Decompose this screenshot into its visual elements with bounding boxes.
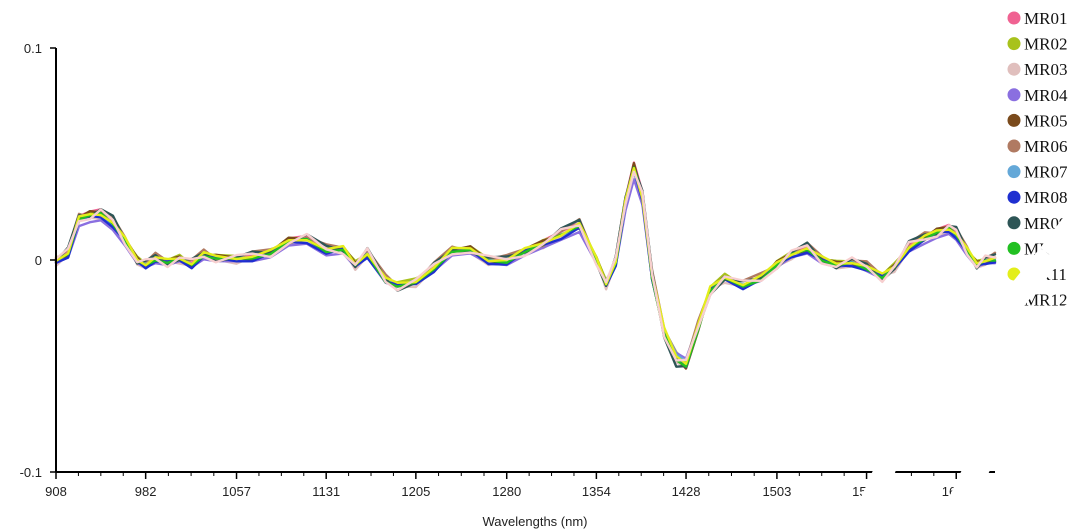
plot-lines: [54, 161, 997, 370]
x-tick-label: 1057: [222, 484, 251, 499]
x-tick-label: 1428: [672, 484, 701, 499]
x-tick-label: 1354: [582, 484, 611, 499]
legend-marker: [1007, 62, 1021, 76]
axes: -0.1 0 0.1 908 982 1057 1131 1205 1280 1354 1428 15…: [20, 41, 995, 499]
x-tick-label: 1577: [852, 484, 881, 499]
legend-marker: [1007, 37, 1021, 51]
legend-marker: [1007, 88, 1021, 102]
y-tick-label: 0: [35, 253, 42, 268]
x-axis-title: Wavelengths (nm): [483, 514, 588, 529]
legend-label: MR02: [1024, 35, 1067, 54]
x-tick-label: 1280: [492, 484, 521, 499]
legend-label: MR01: [1024, 9, 1067, 28]
legend-marker: [1007, 190, 1021, 204]
x-tick-label: 982: [135, 484, 157, 499]
legend-label: MR05: [1024, 111, 1067, 130]
y-tick-label: 0.1: [24, 41, 42, 56]
legend-marker: [1007, 241, 1021, 255]
series-line-mr03: [54, 170, 997, 369]
series-line-mr04: [54, 178, 997, 360]
x-tick-label: 1131: [312, 484, 340, 499]
series-line-mr08: [54, 168, 997, 369]
legend-marker: [1007, 165, 1021, 179]
x-tick-label: 908: [45, 484, 67, 499]
legend-marker: [1007, 216, 1021, 230]
legend-label: MR08: [1024, 188, 1067, 207]
legend-label: MR10: [1024, 239, 1067, 258]
legend-marker: [1007, 139, 1021, 153]
x-tick-label: 1205: [401, 484, 430, 499]
legend-label: MR06: [1024, 137, 1067, 156]
y-tick-label: -0.1: [20, 465, 42, 480]
legend: MR01 MR02 MR03 MR04 MR05 MR06 MR07 MR08 MR09 MR10…: [1007, 9, 1068, 310]
legend-label: MR04: [1024, 86, 1068, 105]
legend-label: MR03: [1024, 60, 1067, 79]
x-tick-label: 1651: [942, 484, 971, 499]
series-line-mr12: [54, 170, 997, 362]
legend-marker: [1007, 267, 1021, 281]
legend-label: MR12: [1024, 291, 1067, 310]
legend-marker: [1007, 113, 1021, 127]
legend-label: MR07: [1024, 163, 1068, 182]
legend-label: MR11: [1024, 265, 1067, 284]
x-tick-label: 1503: [762, 484, 791, 499]
legend-marker: [1007, 11, 1021, 25]
legend-marker: [1007, 293, 1021, 307]
legend-label: MR09: [1024, 214, 1067, 233]
